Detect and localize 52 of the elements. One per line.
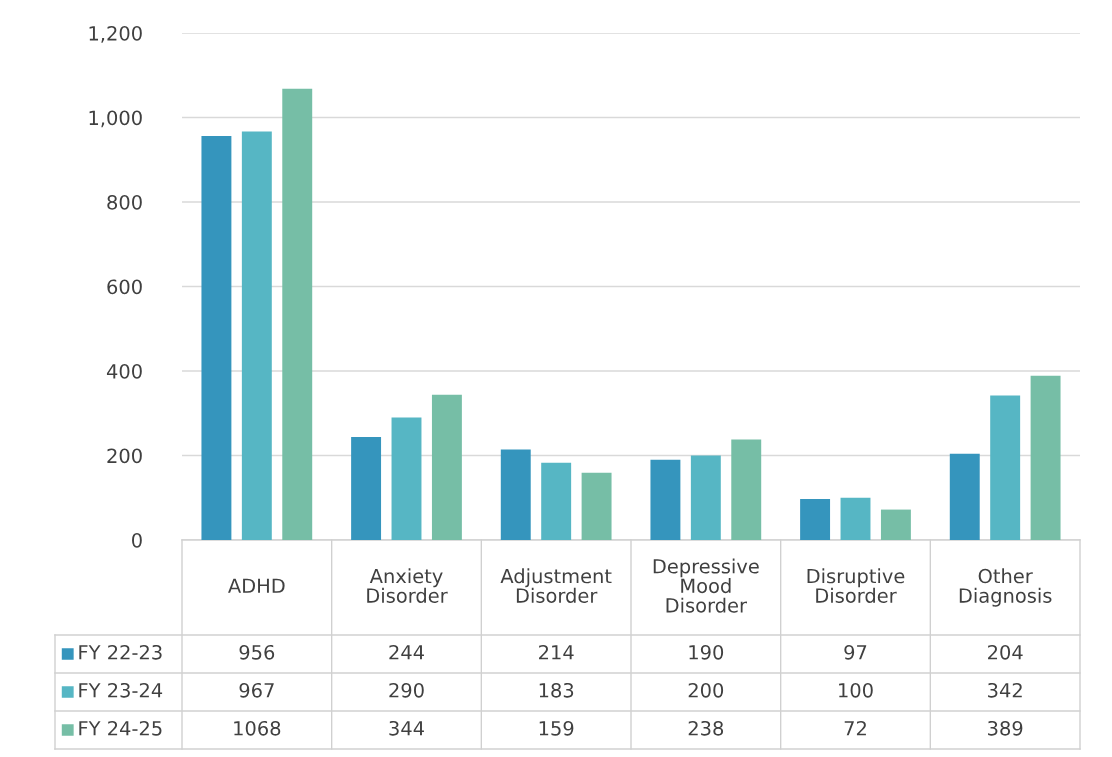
data-label: 204 <box>988 644 1023 660</box>
bar <box>351 436 382 540</box>
bar <box>800 499 831 540</box>
y-tick-label: 1,200 <box>89 25 142 43</box>
legend-label: FY 23-24 <box>79 682 163 698</box>
bar <box>541 462 572 540</box>
bar <box>282 88 313 540</box>
data-label: 342 <box>988 682 1022 698</box>
data-label: 214 <box>539 644 574 660</box>
data-label: 183 <box>539 682 574 698</box>
y-tick-label: 600 <box>107 279 142 295</box>
y-tick-label: 1,000 <box>89 110 142 128</box>
x-tick-label: Disruptive Disorder <box>807 568 905 603</box>
x-tick-label: Adjustment Disorder <box>500 568 612 603</box>
bar <box>241 131 272 540</box>
x-tick-label: Depressive Mood Disorder <box>653 558 759 613</box>
x-tick-label: Anxiety Disorder <box>367 568 448 603</box>
bar <box>1030 375 1061 540</box>
y-tick-label: 800 <box>107 194 142 210</box>
data-label: 238 <box>688 720 724 736</box>
y-tick-label: 400 <box>106 363 142 379</box>
bar <box>500 449 531 540</box>
data-label: 344 <box>389 720 424 736</box>
data-label: 956 <box>239 644 275 660</box>
bar <box>880 509 911 540</box>
data-label: 967 <box>239 682 274 698</box>
bar <box>731 439 762 540</box>
bar <box>431 394 462 540</box>
y-tick-label: 200 <box>107 448 142 464</box>
data-label: 200 <box>688 682 724 698</box>
legend-label: FY 24-25 <box>79 720 162 736</box>
bar <box>391 417 422 540</box>
bar <box>690 455 721 540</box>
data-label: 72 <box>844 720 866 736</box>
y-tick-label: 0 <box>132 532 142 548</box>
data-label: 97 <box>844 644 867 660</box>
legend-label: FY 22-23 <box>79 644 162 660</box>
data-label: 389 <box>988 720 1023 736</box>
bar <box>949 453 980 540</box>
bar <box>990 395 1021 540</box>
bar <box>840 497 871 540</box>
data-label: 159 <box>539 720 574 736</box>
bar <box>201 136 232 540</box>
x-tick-label: Other Diagnosis <box>959 568 1052 607</box>
data-label: 190 <box>689 644 724 660</box>
data-label: 244 <box>389 644 424 660</box>
data-label: 290 <box>389 682 424 698</box>
x-tick-label: ADHD <box>228 578 285 593</box>
data-label: 1068 <box>234 720 281 736</box>
bar <box>650 459 681 540</box>
data-label: 100 <box>839 682 873 698</box>
bar <box>581 472 612 540</box>
